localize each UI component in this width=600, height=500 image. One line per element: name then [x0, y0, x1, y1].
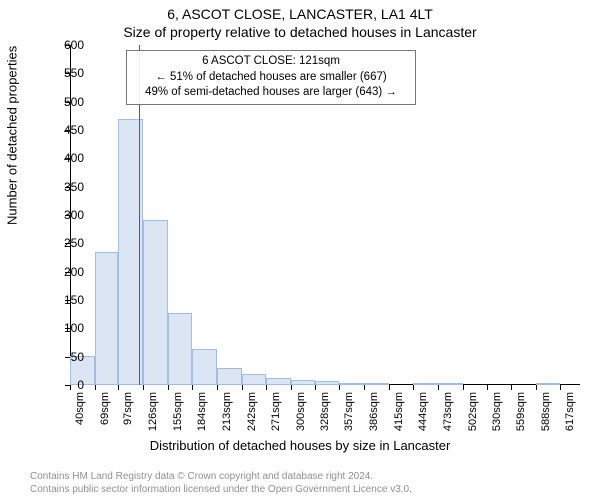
y-tick-label: 200 [64, 265, 84, 279]
y-tick-label: 100 [64, 321, 84, 335]
x-tick-label: 530sqm [491, 392, 503, 431]
histogram-bar [95, 252, 119, 385]
x-tick-label: 155sqm [172, 392, 184, 431]
x-tick-label: 126sqm [147, 392, 159, 431]
y-tick-label: 400 [64, 151, 84, 165]
x-tick [560, 385, 561, 390]
histogram-bar [217, 368, 242, 385]
x-tick [291, 385, 292, 390]
histogram-bar [315, 381, 340, 385]
histogram-bar [266, 378, 291, 385]
x-tick [511, 385, 512, 390]
x-tick [463, 385, 464, 390]
y-tick-label: 150 [64, 293, 84, 307]
y-tick-label: 250 [64, 236, 84, 250]
x-tick-label: 40sqm [74, 392, 86, 425]
annotation-box: 6 ASCOT CLOSE: 121sqm ← 51% of detached … [126, 50, 416, 105]
y-tick-label: 500 [64, 95, 84, 109]
x-tick-label: 444sqm [417, 392, 429, 431]
x-tick-label: 415sqm [393, 392, 405, 431]
x-tick-label: 617sqm [564, 392, 576, 431]
histogram-bar [438, 383, 463, 385]
x-tick-label: 213sqm [221, 392, 233, 431]
y-axis-label: Number of detached properties [5, 46, 20, 225]
x-tick-label: 357sqm [343, 392, 355, 431]
y-tick-label: 350 [64, 180, 84, 194]
y-tick-label: 0 [77, 378, 84, 392]
attribution-line-2: Contains public sector information licen… [30, 483, 412, 496]
x-tick [364, 385, 365, 390]
x-tick-label: 242sqm [246, 392, 258, 431]
histogram-bar [168, 313, 193, 385]
x-tick-label: 588sqm [540, 392, 552, 431]
x-tick [168, 385, 169, 390]
x-tick [315, 385, 316, 390]
x-tick [413, 385, 414, 390]
y-tick-label: 50 [71, 350, 84, 364]
x-tick-label: 502sqm [467, 392, 479, 431]
annotation-line-1: 6 ASCOT CLOSE: 121sqm [133, 54, 409, 70]
x-tick-label: 184sqm [196, 392, 208, 431]
attribution-text: Contains HM Land Registry data © Crown c… [30, 470, 412, 496]
x-tick [536, 385, 537, 390]
histogram-bar [242, 374, 267, 385]
x-tick [143, 385, 144, 390]
x-tick [242, 385, 243, 390]
y-tick-label: 300 [64, 208, 84, 222]
chart-title-subtitle: Size of property relative to detached ho… [0, 24, 600, 40]
x-tick [487, 385, 488, 390]
chart-container: 6, ASCOT CLOSE, LANCASTER, LA1 4LT Size … [0, 0, 600, 500]
x-tick [217, 385, 218, 390]
annotation-line-3: 49% of semi-detached houses are larger (… [133, 85, 409, 101]
histogram-bar [413, 383, 438, 385]
x-tick [438, 385, 439, 390]
x-tick [118, 385, 119, 390]
histogram-bar [364, 383, 389, 385]
histogram-bar [143, 220, 168, 385]
histogram-bar [536, 383, 561, 385]
histogram-bar [192, 349, 217, 385]
chart-title-address: 6, ASCOT CLOSE, LANCASTER, LA1 4LT [0, 6, 600, 22]
x-tick-label: 559sqm [515, 392, 527, 431]
x-tick-label: 328sqm [319, 392, 331, 431]
x-tick-label: 473sqm [442, 392, 454, 431]
y-tick-label: 450 [64, 123, 84, 137]
attribution-line-1: Contains HM Land Registry data © Crown c… [30, 470, 412, 483]
y-tick-label: 550 [64, 66, 84, 80]
histogram-bar [291, 380, 315, 385]
y-tick-label: 600 [64, 38, 84, 52]
x-tick [70, 385, 71, 390]
x-tick-label: 97sqm [122, 392, 134, 425]
x-tick [192, 385, 193, 390]
x-tick [95, 385, 96, 390]
x-axis-label: Distribution of detached houses by size … [0, 438, 600, 453]
x-tick [389, 385, 390, 390]
x-tick-label: 300sqm [295, 392, 307, 431]
x-tick-label: 386sqm [368, 392, 380, 431]
annotation-line-2: ← 51% of detached houses are smaller (66… [133, 70, 409, 86]
x-tick-label: 271sqm [270, 392, 282, 431]
x-tick [339, 385, 340, 390]
histogram-bar [339, 383, 364, 385]
x-tick-label: 69sqm [99, 392, 111, 425]
x-tick [266, 385, 267, 390]
